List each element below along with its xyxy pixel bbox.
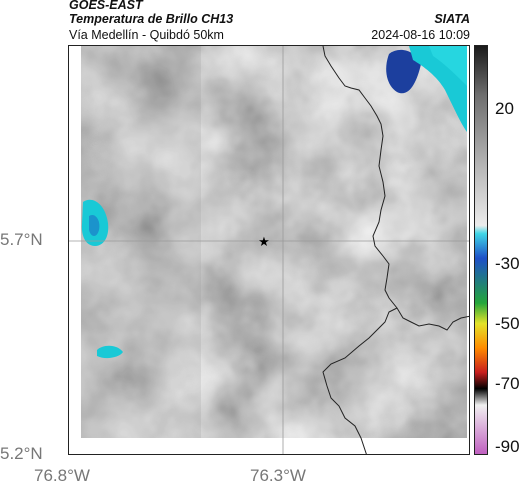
colorbar-label-minus70: -70 [495,374,520,393]
department-border [322,46,469,331]
cold-cloud-regions [81,46,467,359]
temperature-colorbar [474,45,488,455]
organization-label: SIATA [434,12,470,26]
cold-cloud-south [97,345,123,359]
timestamp-label: 2024-08-16 10:09 [371,28,470,42]
brightness-temperature-map: ★ [68,45,470,455]
very-cold-cloud-northeast [386,49,421,94]
lon-label-76-3: 76.3°W [250,466,306,485]
map-canvas: ★ [69,46,469,454]
lon-label-76-8: 76.8°W [34,466,90,485]
location-star-icon: ★ [258,235,270,250]
satellite-title: GOES-EAST [69,0,143,12]
colorbar-label-minus90: -90 [495,437,520,456]
department-border-south [322,307,398,454]
route-label: Vía Medellín - Quibdó 50km [69,28,224,42]
graticule [69,46,469,454]
lat-label-5-7: 5.7°N [0,230,43,249]
colorbar-label-20: 20 [495,99,514,118]
colorbar-label-minus50: -50 [495,314,520,333]
lat-label-5-2: 5.2°N [0,444,43,463]
colorbar-label-minus30: -30 [495,254,520,273]
product-title: Temperatura de Brillo CH13 [69,12,234,26]
